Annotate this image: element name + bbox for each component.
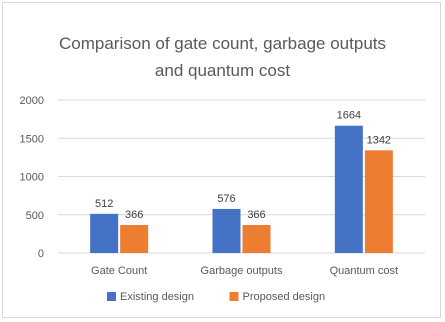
bar [364, 150, 393, 253]
y-tick-label: 500 [26, 210, 44, 222]
y-tick-label: 1500 [20, 133, 44, 145]
bar [242, 225, 271, 253]
y-tick-label: 0 [38, 248, 44, 260]
x-tick-label: Gate Count [91, 265, 147, 277]
data-label: 1664 [337, 110, 361, 122]
data-label: 366 [247, 209, 265, 221]
bar [212, 208, 241, 253]
data-label: 512 [95, 198, 113, 210]
chart-title: Comparison of gate count, garbage output… [0, 30, 445, 84]
data-label: 576 [217, 193, 235, 205]
y-tick-label: 1000 [20, 172, 44, 184]
legend-label: Proposed design [243, 291, 326, 303]
chart-title-line-1: Comparison of gate count, garbage output… [59, 34, 386, 53]
legend-label: Existing design [120, 291, 194, 303]
bar [90, 213, 119, 253]
data-label: 366 [125, 209, 143, 221]
x-tick-label: Garbage outputs [201, 265, 283, 277]
chart-title-line-2: and quantum cost [154, 61, 291, 80]
bar [334, 125, 363, 253]
legend-swatch [107, 292, 116, 301]
legend-swatch [229, 292, 239, 301]
bar [120, 225, 149, 253]
x-tick-label: Quantum cost [330, 265, 398, 277]
data-label: 1342 [367, 134, 391, 146]
y-tick-label: 2000 [20, 95, 44, 107]
